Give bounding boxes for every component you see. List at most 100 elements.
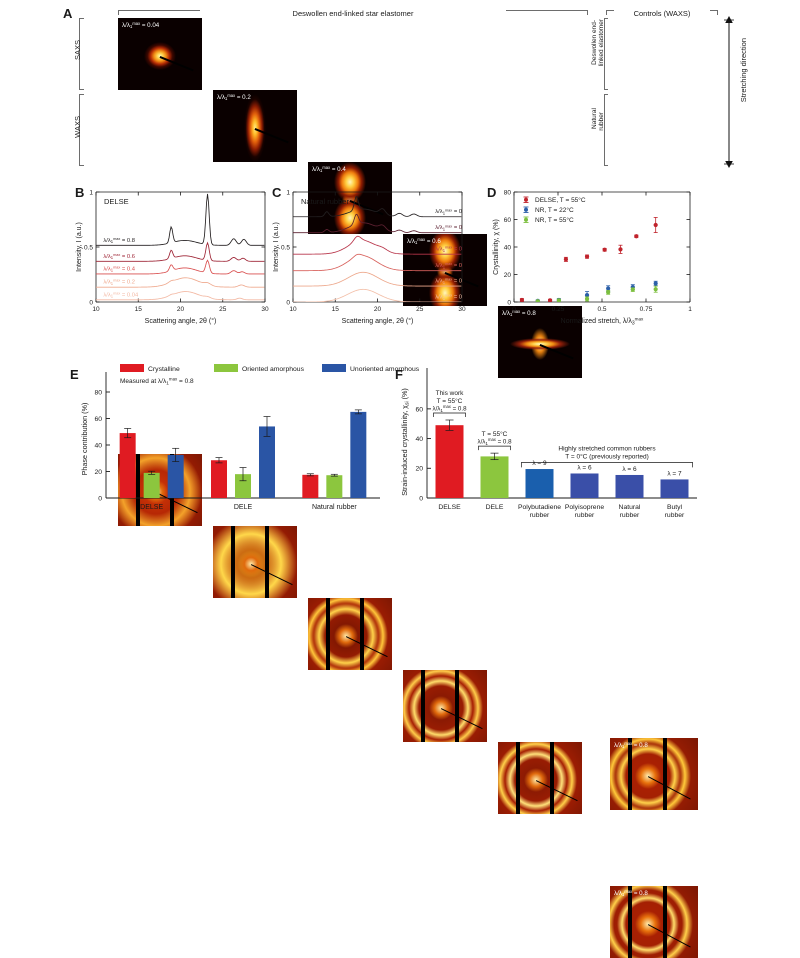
svg-text:0.75: 0.75 xyxy=(640,306,653,313)
svg-text:1: 1 xyxy=(688,306,692,313)
waxs-row-bracket xyxy=(79,94,80,166)
ctrl-row2-label-2: rubber xyxy=(598,112,605,131)
legend-label: NR, T = 22°C xyxy=(535,206,574,214)
group-annotation: T = 55°C xyxy=(482,430,508,438)
category-label: DELSE xyxy=(140,504,163,511)
plot-title: Natural rubber xyxy=(301,197,349,206)
saxs-pattern-2: λ/λ1max = 0.4 xyxy=(308,162,392,234)
data-point xyxy=(584,293,590,298)
beamstop-arm xyxy=(250,564,293,586)
group-annotation: Highly stretched common rubbers xyxy=(558,445,656,452)
controls-rule-left-tick xyxy=(606,10,607,15)
waxs-pattern-2 xyxy=(308,598,392,670)
category-label: rubber xyxy=(530,512,550,519)
bar xyxy=(143,472,160,498)
svg-text:10: 10 xyxy=(92,306,100,313)
saxs-pattern-0: λ/λ1max = 0.04 xyxy=(118,18,202,90)
beamstop-arm xyxy=(647,924,691,948)
svg-text:0: 0 xyxy=(98,495,102,502)
y-axis-label: Intensity, I (a.u.) xyxy=(273,222,280,272)
category-label: Natural rubber xyxy=(312,504,357,511)
controls-image-column: λ/λ1max = 0.8 λ/λ1max = 0.8 xyxy=(0,720,800,958)
saxs-label-3: λ/λ1max = 0.6 xyxy=(407,237,441,245)
x-axis-label: Normalized stretch, λ/λ3max xyxy=(561,316,644,326)
data-point xyxy=(606,286,611,291)
saxs-label-2: λ/λ1max = 0.4 xyxy=(312,165,346,173)
svg-text:1: 1 xyxy=(286,189,290,196)
waxs-bracket-bottom xyxy=(79,165,84,166)
bar-annotation: λ = 7 xyxy=(667,470,682,477)
svg-text:15: 15 xyxy=(332,306,340,313)
xrd-curve xyxy=(293,213,462,234)
waxs-pattern-3 xyxy=(403,670,487,742)
saxs-label-0: λ/λ1max = 0.04 xyxy=(122,21,160,29)
beamstop-arm xyxy=(345,636,388,658)
stretching-direction-arrow xyxy=(724,16,734,168)
detector-gap xyxy=(136,454,141,526)
data-point xyxy=(535,299,540,302)
ctrl-row2-bracket-bottom xyxy=(604,165,608,166)
data-point xyxy=(584,296,590,302)
category-label: DELSE xyxy=(438,504,461,511)
ctrl-row1-bracket-bottom xyxy=(604,89,608,90)
svg-text:15: 15 xyxy=(135,306,143,313)
saxs-label-1: λ/λ1max = 0.2 xyxy=(217,93,251,101)
detector-gap xyxy=(455,670,460,742)
panel-f-chart: 0 20 40 60 Strain-induced crystallinity, χsi… xyxy=(400,368,697,519)
bar-annotation: λ = 6 xyxy=(577,464,592,471)
x-axis-label: Scattering angle, 2θ (°) xyxy=(145,317,217,325)
svg-text:20: 20 xyxy=(374,306,382,313)
controls-rule-right-tick xyxy=(717,10,718,15)
panel-e-letter: E xyxy=(70,367,79,382)
detector-gap xyxy=(265,526,270,598)
controls-title: Controls (WAXS) xyxy=(614,3,710,21)
svg-text:60: 60 xyxy=(94,416,102,423)
bar xyxy=(435,425,464,498)
data-point xyxy=(653,222,658,228)
panel-a-title-rule-right-tick xyxy=(587,10,588,15)
lambda-label: λ/λ1max = 0.2 xyxy=(103,279,135,286)
xrd-curve xyxy=(96,193,265,246)
svg-text:20: 20 xyxy=(415,466,423,473)
control-pattern-0: λ/λ1max = 0.8 xyxy=(610,738,698,810)
plot-title: DELSE xyxy=(104,197,129,206)
category-label: rubber xyxy=(620,512,640,519)
detector-gap xyxy=(326,598,331,670)
bar-annotation: λ = 9 xyxy=(532,460,547,467)
category-label: rubber xyxy=(665,512,685,519)
svg-text:80: 80 xyxy=(94,389,102,396)
svg-text:25: 25 xyxy=(416,306,424,313)
group-bracket xyxy=(433,412,466,417)
control-label-0: λ/λ1max = 0.8 xyxy=(614,741,648,749)
panel-c-letter: C xyxy=(272,185,282,200)
legend-swatch xyxy=(214,364,238,372)
panel-d-chart: 0 0.25 0.5 0.75 1 0 20 40 60 80 Normalized stretch… xyxy=(493,189,692,326)
group-bracket xyxy=(478,445,511,451)
saxs-pattern-3: λ/λ1max = 0.6 xyxy=(403,234,487,306)
saxs-row-label: SAXS xyxy=(73,40,82,61)
ctrl-row2-label: Natural xyxy=(591,108,598,129)
data-point xyxy=(634,234,639,239)
ctrl-row2-bracket xyxy=(604,94,605,166)
panel-a-letter: A xyxy=(63,6,73,21)
data-point xyxy=(547,298,553,302)
svg-text:0: 0 xyxy=(89,299,93,306)
panel-d-letter: D xyxy=(487,185,497,200)
bar-annotation: λ = 6 xyxy=(622,466,637,473)
bar xyxy=(211,460,227,498)
svg-text:10: 10 xyxy=(289,306,297,313)
panel-b-letter: B xyxy=(75,185,85,200)
legend-label: NR, T = 55°C xyxy=(535,216,574,224)
ctrl-row1-bracket-top xyxy=(604,18,608,19)
svg-text:30: 30 xyxy=(458,306,466,313)
ctrl-row1-label: Deswollen end- xyxy=(591,20,598,65)
lambda-label: λ/λ1max = 0.7 xyxy=(435,224,467,231)
bar xyxy=(615,474,644,498)
category-label: Polybutadiene xyxy=(518,504,561,511)
saxs-row-bracket xyxy=(79,18,80,90)
xrd-curve xyxy=(293,196,462,218)
svg-text:40: 40 xyxy=(94,442,102,449)
data-point xyxy=(556,298,561,302)
detector-gap xyxy=(360,598,365,670)
bar xyxy=(167,454,184,498)
